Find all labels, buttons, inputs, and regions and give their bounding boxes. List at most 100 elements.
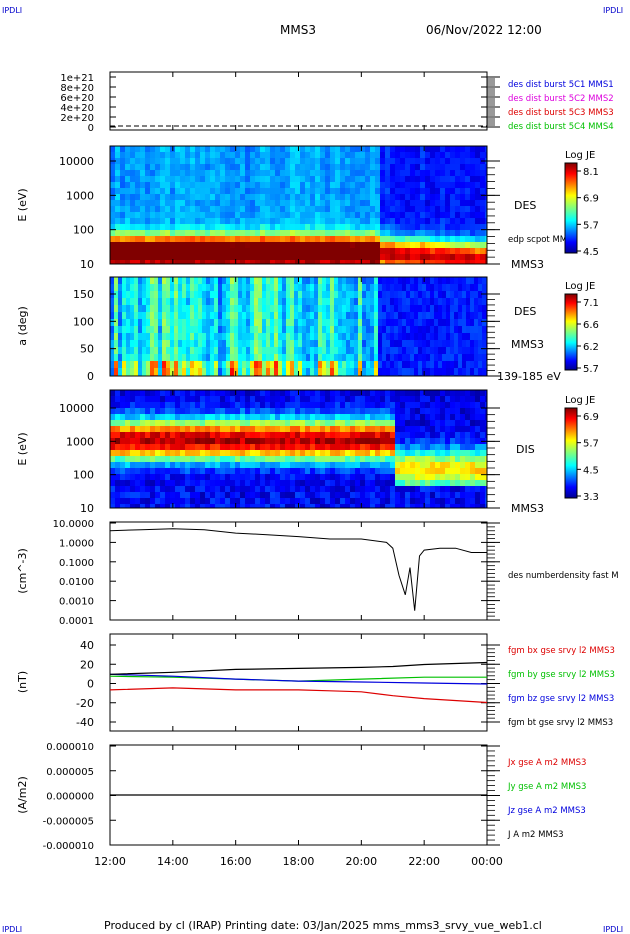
- heatmap-cell: [118, 298, 123, 306]
- x-tick-label: 14:00: [157, 855, 189, 868]
- heatmap-cell: [140, 396, 146, 403]
- heatmap-cell: [410, 498, 416, 505]
- heatmap-cell: [230, 450, 236, 457]
- heatmap-cell: [326, 354, 331, 362]
- heatmap-cell: [150, 298, 155, 306]
- heatmap-cell: [230, 480, 236, 487]
- heatmap-cell: [210, 340, 215, 348]
- heatmap-cell: [410, 456, 416, 463]
- heatmap-cell: [250, 333, 255, 341]
- heatmap-cell: [154, 333, 159, 341]
- heatmap-cell: [215, 408, 221, 415]
- heatmap-cell: [480, 492, 486, 499]
- heatmap-cell: [426, 291, 431, 299]
- heatmap-cell: [355, 450, 361, 457]
- heatmap-cell: [375, 486, 381, 493]
- heatmap-cell: [145, 188, 151, 195]
- heatmap-cell: [338, 368, 343, 376]
- heatmap-cell: [322, 319, 327, 327]
- heatmap-cell: [390, 368, 395, 376]
- heatmap-cell: [450, 438, 456, 445]
- heatmap-cell: [125, 194, 131, 201]
- heatmap-cell: [435, 182, 441, 189]
- heatmap-cell: [480, 248, 486, 255]
- heatmap-cell: [185, 432, 191, 439]
- heatmap-cell: [430, 326, 435, 334]
- heatmap-cell: [400, 402, 406, 409]
- heatmap-cell: [320, 444, 326, 451]
- heatmap-cell: [365, 462, 371, 469]
- heatmap-cell: [265, 164, 271, 171]
- heatmap-cell: [275, 504, 281, 508]
- heatmap-cell: [265, 396, 271, 403]
- heatmap-cell: [395, 218, 401, 225]
- heatmap-cell: [282, 361, 287, 369]
- heatmap-cell: [135, 164, 141, 171]
- heatmap-cell: [390, 146, 396, 153]
- heatmap-cell: [406, 284, 411, 292]
- heatmap-cell: [190, 158, 196, 165]
- heatmap-cell: [280, 218, 286, 225]
- heatmap-cell: [345, 176, 351, 183]
- heatmap-cell: [130, 326, 135, 334]
- heatmap-cell: [140, 480, 146, 487]
- heatmap-cell: [225, 438, 231, 445]
- heatmap-cell: [255, 158, 261, 165]
- heatmap-cell: [420, 498, 426, 505]
- heatmap-cell: [275, 426, 281, 433]
- heatmap-cell: [442, 284, 447, 292]
- heatmap-cell: [340, 408, 346, 415]
- heatmap-cell: [478, 347, 483, 355]
- heatmap-cell: [405, 438, 411, 445]
- heatmap-cell: [275, 152, 281, 159]
- heatmap-cell: [182, 326, 187, 334]
- heatmap-cell: [306, 284, 311, 292]
- heatmap-cell: [120, 236, 126, 243]
- heatmap-cell: [234, 326, 239, 334]
- heatmap-cell: [350, 284, 355, 292]
- heatmap-cell: [220, 236, 226, 243]
- heatmap-cell: [220, 146, 226, 153]
- heatmap-cell: [482, 368, 487, 376]
- heatmap-cell: [300, 504, 306, 508]
- heatmap-cell: [315, 236, 321, 243]
- heatmap-cell: [460, 248, 466, 255]
- heatmap-cell: [345, 212, 351, 219]
- heatmap-cell: [310, 368, 315, 376]
- heatmap-cell: [282, 326, 287, 334]
- heatmap-cell: [178, 340, 183, 348]
- heatmap-cell: [186, 333, 191, 341]
- heatmap-cell: [370, 450, 376, 457]
- heatmap-cell: [394, 305, 399, 313]
- dis-energy-label: DIS: [516, 443, 535, 456]
- heatmap-cell: [250, 361, 255, 369]
- heatmap-cell: [405, 396, 411, 403]
- heatmap-cell: [246, 291, 251, 299]
- heatmap-cell: [365, 492, 371, 499]
- heatmap-cell: [245, 152, 251, 159]
- heatmap-cell: [390, 319, 395, 327]
- heatmap-cell: [310, 298, 315, 306]
- heatmap-cell: [206, 368, 211, 376]
- heatmap-cell: [460, 426, 466, 433]
- heatmap-cell: [170, 182, 176, 189]
- heatmap-cell: [440, 390, 446, 397]
- heatmap-cell: [175, 486, 181, 493]
- heatmap-cell: [470, 408, 476, 415]
- heatmap-cell: [130, 176, 136, 183]
- colorbar-tick-label: 4.5: [583, 247, 599, 258]
- heatmap-cell: [286, 354, 291, 362]
- heatmap-cell: [370, 218, 376, 225]
- heatmap-cell: [450, 462, 456, 469]
- heatmap-cell: [370, 402, 376, 409]
- heatmap-cell: [465, 414, 471, 421]
- heatmap-cell: [420, 504, 426, 508]
- heatmap-cell: [150, 402, 156, 409]
- heatmap-cell: [290, 504, 296, 508]
- heatmap-cell: [450, 230, 456, 237]
- heatmap-cell: [465, 390, 471, 397]
- heatmap-cell: [330, 224, 336, 231]
- heatmap-cell: [295, 236, 301, 243]
- heatmap-cell: [246, 298, 251, 306]
- heatmap-cell: [245, 462, 251, 469]
